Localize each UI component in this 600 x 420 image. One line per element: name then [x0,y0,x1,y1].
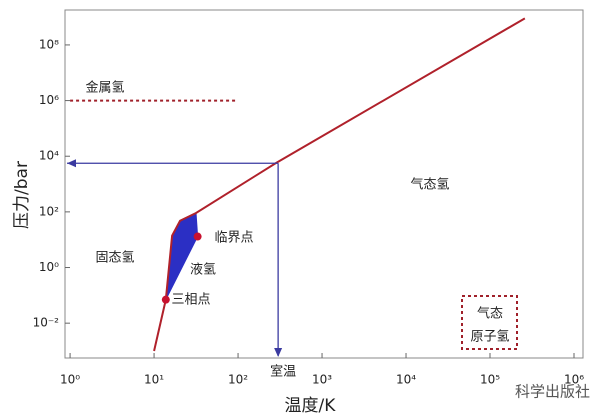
x-tick-label: 10⁶ [564,373,584,387]
x-tick-label: 10² [228,373,248,387]
x-tick-label: 10⁵ [480,373,500,387]
phase-point [161,295,170,304]
x-tick-label: 10³ [312,373,332,387]
y-tick-label: 10⁴ [39,149,59,163]
annotation: 气态氢 [410,177,449,193]
annotation: 三相点 [171,293,210,308]
annotation: 固态氢 [95,251,134,266]
y-tick-label: 10⁰ [39,260,59,274]
watermark: 科学出版社 [515,383,590,401]
phase-point [193,232,202,241]
room-temp-label: 室温 [270,364,296,380]
x-axis-label: 温度/K [285,396,337,416]
y-axis-label: 压力/bar [12,161,32,229]
x-tick-label: 10⁰ [60,373,80,387]
x-tick-label: 10¹ [144,373,164,387]
y-tick-label: 10⁻² [33,316,60,330]
annotation: 液氢 [190,263,216,278]
annotation: 气态 [477,306,503,322]
arrowhead [67,159,76,168]
annotation: 临界点 [214,231,253,246]
arrowhead [274,348,283,357]
plot-frame [64,9,584,359]
annotation: 金属氢 [85,80,124,96]
y-tick-label: 10⁶ [39,93,59,107]
y-tick-label: 10² [39,204,59,218]
x-tick-label: 10⁴ [396,373,416,387]
y-tick-label: 10⁸ [39,37,59,51]
annotation: 原子氢 [470,330,509,345]
